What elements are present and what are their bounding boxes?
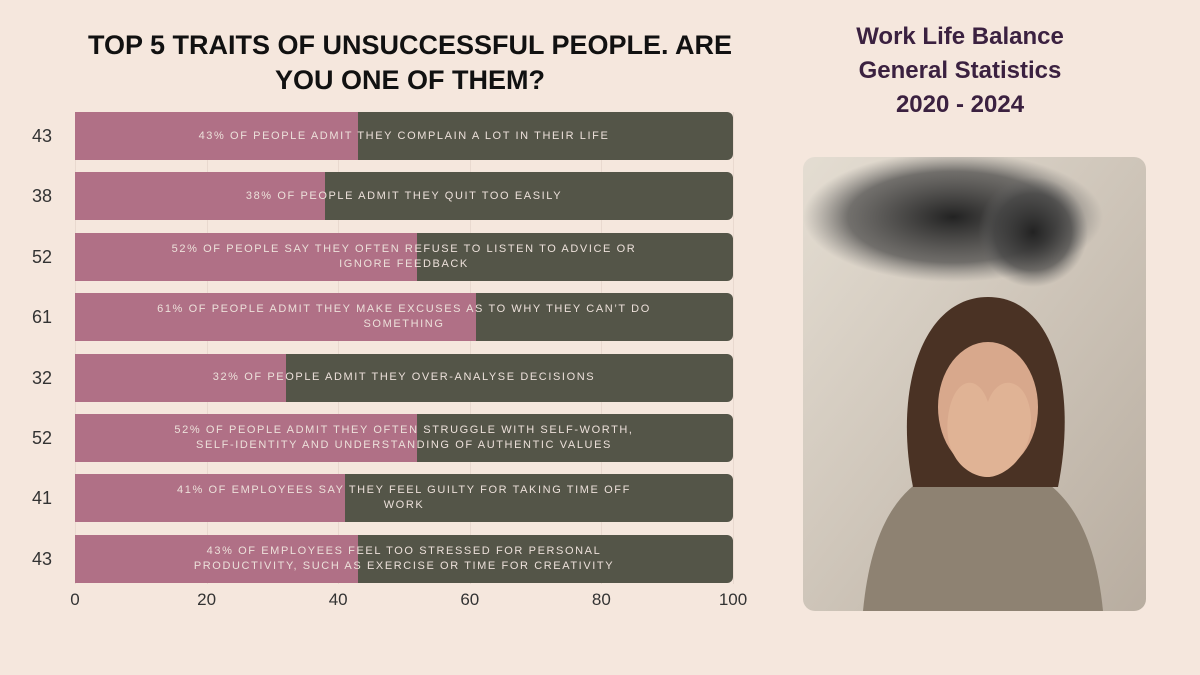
bar-label: 43% OF PEOPLE ADMIT THEY COMPLAIN A LOT … — [198, 129, 610, 142]
sidebar-title: Work Life Balance General Statistics 202… — [800, 20, 1120, 122]
grid-line — [733, 112, 734, 584]
bar-label: 52% OF PEOPLE SAY THEY OFTEN REFUSE TO L… — [171, 242, 637, 270]
bar — [75, 293, 477, 342]
sidebar-title-line: 2020 - 2024 — [895, 91, 1025, 118]
value-label: 52 — [31, 246, 53, 267]
grid-line — [75, 112, 76, 584]
x-tick-label: 20 — [197, 590, 217, 609]
chart-title: TOP 5 TRAITS OF UNSUCCESSFUL PEOPLE. ARE… — [87, 30, 733, 95]
bar-label: 52% OF PEOPLE ADMIT THEY OFTEN STRUGGLE … — [174, 424, 634, 451]
value-label: 43 — [31, 548, 53, 569]
grid-line — [338, 112, 340, 584]
bar — [75, 534, 358, 583]
photo — [803, 157, 1146, 611]
value-label: 32 — [31, 367, 53, 388]
value-label: 43 — [31, 126, 53, 146]
bar — [75, 414, 418, 462]
x-tick-label: 0 — [70, 590, 80, 609]
bar — [75, 112, 358, 160]
sidebar-title-line: Work Life Balance — [856, 23, 1064, 50]
bar — [75, 172, 326, 221]
bar — [75, 474, 345, 523]
bar — [75, 232, 418, 281]
value-label: 52 — [31, 428, 53, 448]
sidebar-title-line: General Statistics — [858, 57, 1062, 84]
x-tick-label: 40 — [328, 590, 348, 609]
value-label: 41 — [31, 488, 53, 509]
x-tick-label: 60 — [460, 590, 480, 609]
grid-line — [601, 112, 603, 584]
bar — [75, 353, 286, 402]
value-label: 38 — [31, 186, 53, 207]
bar-label: 38% OF PEOPLE ADMIT THEY QUIT TOO EASILY — [245, 189, 563, 202]
grid-line — [206, 112, 208, 584]
value-label: 61 — [31, 307, 53, 328]
photo-illustration — [803, 157, 1146, 611]
bar-label: 32% OF PEOPLE ADMIT THEY OVER-ANALYSE DE… — [212, 371, 596, 384]
x-tick-label: 100 — [718, 590, 748, 609]
bar-label: 61% OF PEOPLE ADMIT THEY MAKE EXCUSES AS… — [157, 303, 651, 331]
x-tick-label: 80 — [591, 590, 611, 609]
grid-line — [469, 112, 471, 584]
bar-label: 41% OF EMPLOYEES SAY THEY FEEL GUILTY FO… — [177, 484, 631, 512]
bar-label: 43% OF EMPLOYEES FEEL TOO STRESSED FOR P… — [193, 544, 615, 572]
